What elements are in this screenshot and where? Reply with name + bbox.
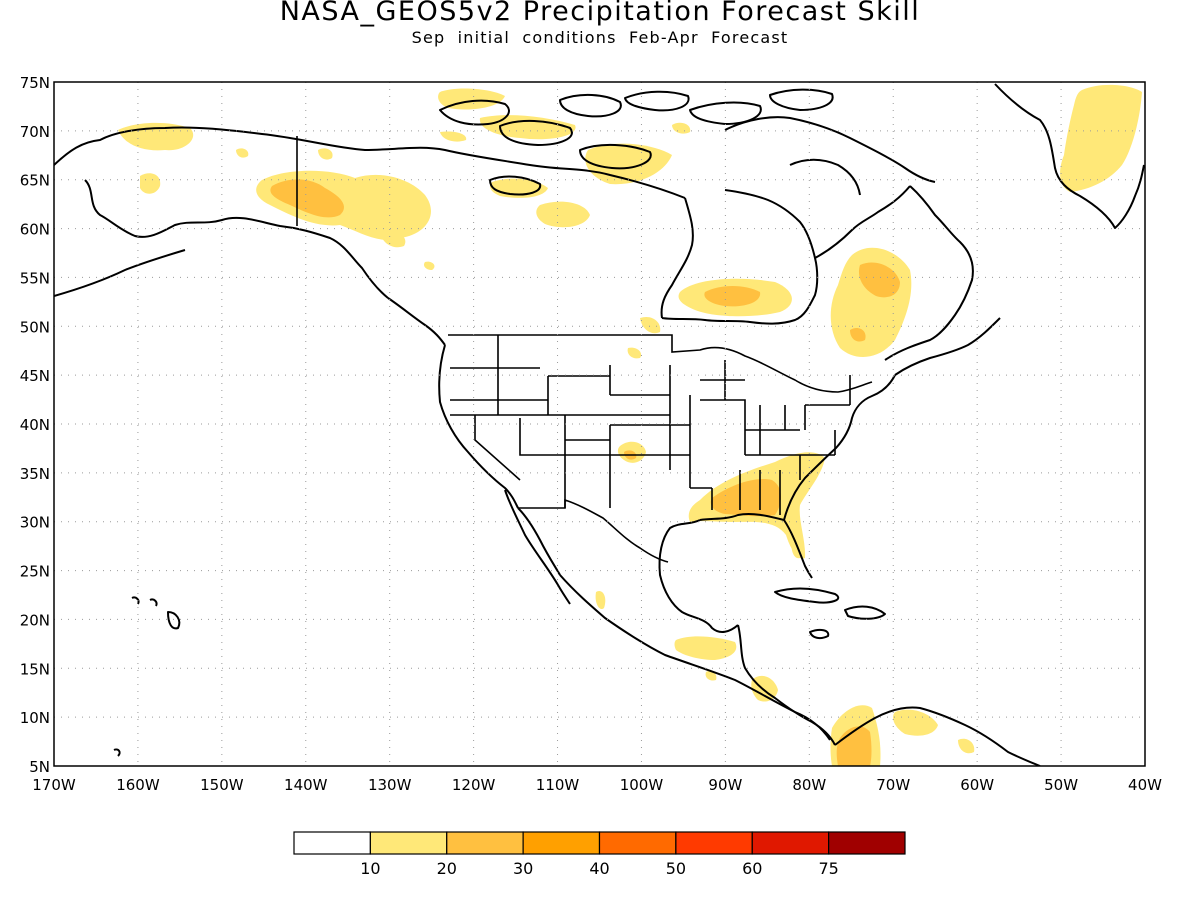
longitude-labels: 170W 160W 150W 140W 130W 120W 110W 100W 90W 80W 70… xyxy=(32,776,1162,794)
colorbar-swatch xyxy=(828,831,906,855)
colorbar: 10 20 30 40 50 60 75 xyxy=(293,831,906,878)
colorbar-label: 30 xyxy=(513,859,533,878)
political-borders xyxy=(296,136,873,563)
lat-tick-label: 25N xyxy=(20,563,50,581)
lat-tick-label: 65N xyxy=(20,172,50,190)
lat-tick-label: 20N xyxy=(20,611,50,629)
lat-tick-label: 70N xyxy=(20,123,50,141)
lon-tick-label: 90W xyxy=(708,776,742,794)
lon-tick-label: 70W xyxy=(876,776,910,794)
lat-tick-label: 75N xyxy=(20,74,50,92)
latitude-labels: 75N 70N 65N 60N 55N 50N 45N 40N 35N 30N 25N 20N 15N 1… xyxy=(20,74,50,776)
lon-tick-label: 160W xyxy=(116,776,160,794)
lat-tick-label: 45N xyxy=(20,367,50,385)
map-frame xyxy=(53,81,1146,767)
colorbar-label: 50 xyxy=(666,859,686,878)
colorbar-swatch xyxy=(522,831,601,855)
colorbar-label: 60 xyxy=(742,859,762,878)
lon-tick-label: 110W xyxy=(536,776,580,794)
lat-lon-grid xyxy=(54,82,1145,766)
lat-tick-label: 40N xyxy=(20,416,50,434)
colorbar-swatch xyxy=(446,831,524,855)
map-title: NASA_GEOS5v2 Precipitation Forecast Skil… xyxy=(279,0,921,27)
colorbar-swatch xyxy=(751,831,830,855)
colorbar-swatch xyxy=(293,831,371,855)
lon-tick-label: 60W xyxy=(960,776,994,794)
lat-tick-label: 15N xyxy=(20,660,50,678)
colorbar-swatch xyxy=(598,831,677,855)
lon-tick-label: 100W xyxy=(620,776,664,794)
colorbar-label: 75 xyxy=(818,859,838,878)
lon-tick-label: 80W xyxy=(792,776,826,794)
lat-tick-label: 10N xyxy=(20,709,50,727)
lat-tick-label: 5N xyxy=(29,758,50,776)
colorbar-swatch xyxy=(675,831,753,855)
coastline-layer xyxy=(54,83,1145,766)
skill-shading-layer xyxy=(118,84,1142,766)
colorbar-swatch xyxy=(369,831,448,855)
colorbar-label: 10 xyxy=(360,859,380,878)
lon-tick-label: 140W xyxy=(284,776,328,794)
map-subtitle: Sep initial conditions Feb-Apr Forecast xyxy=(411,28,789,47)
lon-tick-label: 120W xyxy=(452,776,496,794)
lon-tick-label: 150W xyxy=(200,776,244,794)
lat-tick-label: 35N xyxy=(20,465,50,483)
lat-tick-label: 30N xyxy=(20,514,50,532)
lat-tick-label: 50N xyxy=(20,318,50,336)
colorbar-label: 40 xyxy=(589,859,609,878)
lon-tick-label: 130W xyxy=(368,776,412,794)
lat-tick-label: 60N xyxy=(20,221,50,239)
lon-tick-label: 50W xyxy=(1044,776,1078,794)
lat-tick-label: 55N xyxy=(20,269,50,287)
colorbar-label: 20 xyxy=(437,859,457,878)
lon-tick-label: 40W xyxy=(1128,776,1162,794)
lon-tick-label: 170W xyxy=(32,776,76,794)
